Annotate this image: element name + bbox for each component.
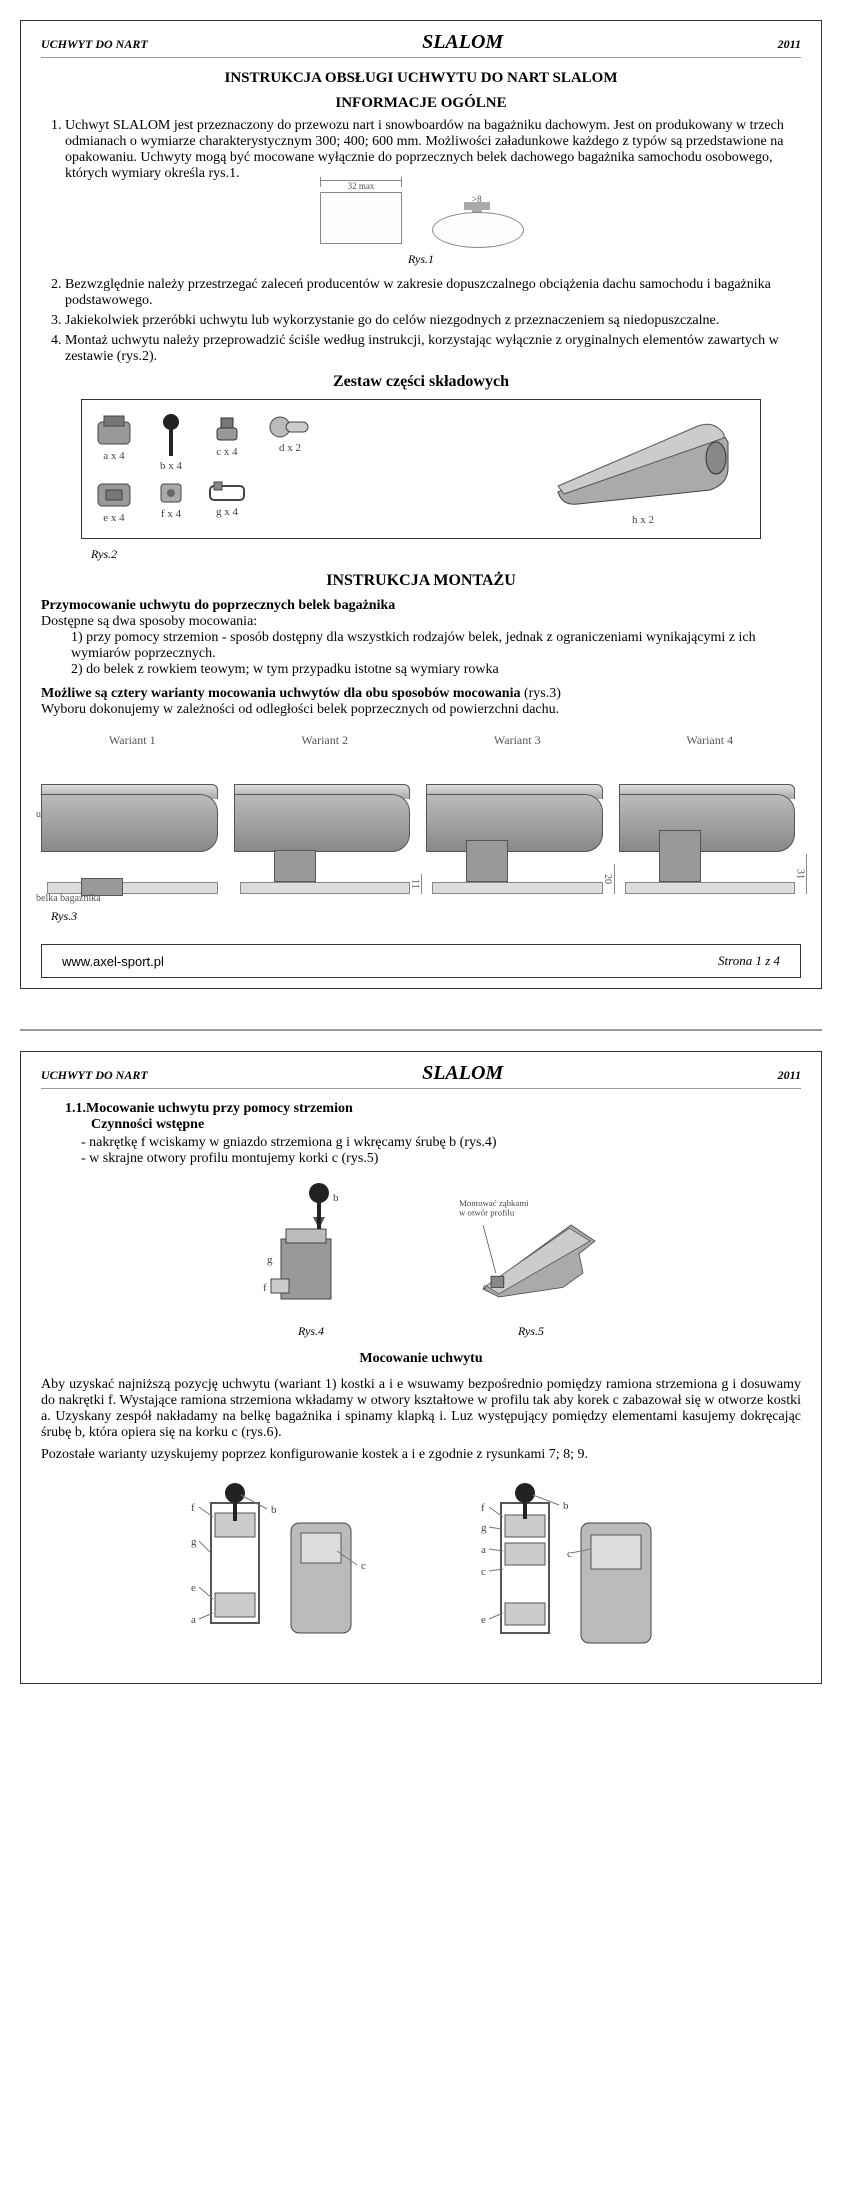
mount-choice: Wyboru dokonujemy w zależności od odległ… — [41, 702, 801, 718]
mount-para2: Pozostałe warianty uzyskujemy poprzez ko… — [41, 1447, 801, 1463]
figure-1: 32 max >8 — [41, 192, 801, 248]
list-item: Jakiekolwiek przeróbki uchwytu lub wykor… — [65, 313, 801, 329]
list-item: Uchwyt SLALOM jest przeznaczony do przew… — [65, 118, 801, 182]
part-c: c x 4 — [208, 414, 246, 472]
prep-steps: nakrętkę f wciskamy w gniazdo strzemiona… — [81, 1135, 801, 1167]
svg-text:a: a — [191, 1614, 196, 1626]
footer-url: www.axel-sport.pl — [62, 954, 164, 969]
svg-text:e: e — [481, 1614, 486, 1626]
svg-text:e: e — [191, 1582, 196, 1594]
part-a: a x 4 — [94, 414, 134, 472]
mount-opt2: 2) do belek z rowkiem teowym; w tym przy… — [41, 662, 801, 678]
variant-4: Wariant 4 31 — [619, 733, 802, 904]
figure-5: Montować ząbkami w otwór profilu c Rys.5 — [451, 1179, 611, 1339]
mount-para1: Aby uzyskać najniższą pozycję uchwytu (w… — [41, 1377, 801, 1441]
ellipse-shape: >8 — [432, 198, 522, 248]
general-list-cont: Bezwzględnie należy przestrzegać zaleceń… — [41, 277, 801, 365]
parts-diagram: a x 4 b x 4 c x 4 d x 2 e x 4 f x 4 — [81, 399, 761, 539]
header-title: SLALOM — [422, 1062, 503, 1085]
figure-7: f g a c e b c — [451, 1473, 681, 1663]
svg-text:g: g — [481, 1522, 487, 1534]
page-2: UCHWYT DO NART SLALOM 2011 1.1.Mocowanie… — [20, 1051, 822, 1684]
part-e: e x 4 — [94, 480, 134, 524]
list-item: Montaż uchwytu należy przeprowadzić ściś… — [65, 333, 801, 365]
svg-text:c: c — [567, 1548, 572, 1560]
parts-heading: Zestaw części składowych — [41, 373, 801, 391]
figures-4-5: b g f Rys.4 Montować ząbkami w otwór pro… — [41, 1179, 801, 1339]
section-info: INFORMACJE OGÓLNE — [41, 95, 801, 112]
header-title: SLALOM — [422, 31, 503, 54]
sec11-sub: Czynności wstępne — [91, 1117, 801, 1133]
fig4-caption: Rys.4 — [231, 1324, 391, 1339]
variant-1: Wariant 1 uchwyt belka bagażnika — [41, 733, 224, 904]
lbl-b: b — [333, 1192, 339, 1204]
general-list: Uchwyt SLALOM jest przeznaczony do przew… — [41, 118, 801, 182]
variant-2: Wariant 2 11 — [234, 733, 417, 904]
figure-6: f g e a b c — [161, 1473, 391, 1663]
box-shape — [320, 192, 402, 244]
svg-text:f: f — [191, 1502, 195, 1514]
header-left: UCHWYT DO NART — [41, 37, 148, 52]
part-d: d x 2 — [268, 414, 312, 472]
header-left: UCHWYT DO NART — [41, 1068, 148, 1083]
step: w skrajne otwory profilu montujemy korki… — [81, 1151, 801, 1167]
lbl-g: g — [267, 1254, 273, 1266]
svg-text:g: g — [191, 1536, 197, 1548]
note5-l1: Montować ząbkami — [459, 1198, 529, 1208]
fig3-caption: Rys.3 — [51, 909, 801, 924]
list-item: Bezwzględnie należy przestrzegać zaleceń… — [65, 277, 801, 309]
step: nakrętkę f wciskamy w gniazdo strzemiona… — [81, 1135, 801, 1151]
mount-intro: Dostępne są dwa sposoby mocowania: — [41, 614, 801, 630]
header-year: 2011 — [778, 1068, 801, 1083]
part-h: h x 2 — [538, 412, 748, 526]
svg-text:c: c — [481, 1566, 486, 1578]
page-footer: www.axel-sport.pl Strona 1 z 4 — [41, 944, 801, 978]
variant-3: Wariant 3 20 — [426, 733, 609, 904]
note5-l2: w otwór profilu — [459, 1207, 515, 1217]
page-1: UCHWYT DO NART SLALOM 2011 INSTRUKCJA OB… — [20, 20, 822, 989]
doc-title: INSTRUKCJA OBSŁUGI UCHWYTU DO NART SLALO… — [41, 70, 801, 87]
sec11-heading: 1.1.Mocowanie uchwytu przy pomocy strzem… — [65, 1101, 801, 1117]
page-header: UCHWYT DO NART SLALOM 2011 — [41, 1062, 801, 1089]
footer-page: Strona 1 z 4 — [718, 953, 780, 969]
mount-variants-line: Możliwe są cztery warianty mocowania uch… — [41, 686, 801, 702]
svg-text:f: f — [481, 1502, 485, 1514]
svg-text:b: b — [271, 1504, 277, 1516]
mocowanie-heading: Mocowanie uchwytu — [41, 1351, 801, 1367]
fig5-caption: Rys.5 — [451, 1324, 611, 1339]
mount-heading: INSTRUKCJA MONTAŻU — [41, 572, 801, 590]
figures-6-7: f g e a b c f g a c e b c — [41, 1473, 801, 1663]
variants-figure: Wariant 1 uchwyt belka bagażnika Wariant… — [41, 733, 801, 904]
figure-4: b g f Rys.4 — [231, 1179, 391, 1339]
mount-sub: Przymocowanie uchwytu do poprzecznych be… — [41, 598, 801, 614]
svg-text:c: c — [361, 1560, 366, 1572]
page-header: UCHWYT DO NART SLALOM 2011 — [41, 31, 801, 58]
svg-text:b: b — [563, 1500, 569, 1512]
dim-label: 32 max — [320, 180, 402, 191]
part-g: g x 4 — [208, 480, 246, 524]
part-f: f x 4 — [156, 480, 186, 524]
fig2-caption: Rys.2 — [91, 547, 801, 562]
part-b: b x 4 — [156, 414, 186, 472]
page-separator — [20, 1029, 822, 1031]
svg-text:a: a — [481, 1544, 486, 1556]
lbl-c: c — [483, 1281, 487, 1291]
mount-opt1: 1) przy pomocy strzemion - sposób dostęp… — [41, 630, 801, 662]
lbl-f: f — [263, 1282, 267, 1294]
header-year: 2011 — [778, 37, 801, 52]
fig1-caption: Rys.1 — [41, 252, 801, 267]
